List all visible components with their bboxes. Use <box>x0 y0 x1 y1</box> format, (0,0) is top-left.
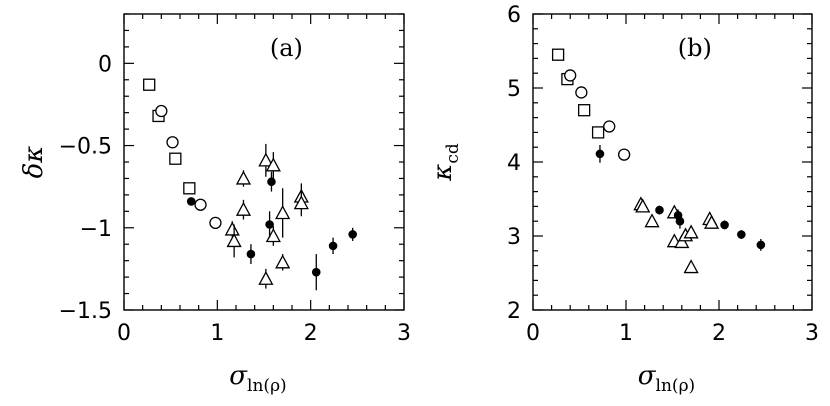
data-point-circle <box>166 136 179 149</box>
data-point-filled-circle <box>267 177 276 187</box>
x-tick-label-b: 2 <box>712 321 726 346</box>
data-point-triangle <box>674 234 690 249</box>
data-point-square <box>578 104 591 117</box>
data-point-filled-circle <box>756 240 766 250</box>
data-point-triangle <box>635 198 651 213</box>
data-point-square <box>169 152 182 165</box>
x-tick-label-b: 0 <box>526 321 540 346</box>
x-axis-label-b: σln(ρ) <box>638 361 695 396</box>
panel-b: 0 1 2 3 2 3 4 5 6 (b) σln(ρ) κcd <box>428 3 819 396</box>
data-point-triangle <box>265 228 281 243</box>
data-point-circle <box>575 86 588 99</box>
panel-a: 0 1 2 3 0 −0.5 −1 −1.5 (a) σln(ρ) δκ <box>19 13 411 396</box>
y-tick-label-a: −0.5 <box>59 135 112 160</box>
panel-label-a: (a) <box>270 34 303 62</box>
data-point-triangle <box>683 259 699 274</box>
y-axis-label-a: δκ <box>19 146 49 179</box>
data-point-triangle <box>258 152 274 167</box>
data-point-filled-circle <box>737 230 746 239</box>
data-point-circle <box>194 198 207 211</box>
data-point-triangle <box>644 213 660 228</box>
data-point-filled-circle <box>328 241 338 251</box>
x-tick-label-b: 3 <box>805 321 819 346</box>
data-point-triangle <box>265 157 281 172</box>
y-tick-label-a: −1.5 <box>59 299 112 324</box>
y-tick-label-a: 0 <box>98 52 112 77</box>
data-point-filled-circle <box>655 205 664 215</box>
x-axis-label-a: σln(ρ) <box>229 361 286 396</box>
y-tick-label-a: −1 <box>80 217 112 242</box>
data-point-circle <box>617 148 631 161</box>
data-point-circle <box>603 120 616 133</box>
data-point-filled-circle <box>186 197 196 206</box>
data-point-triangle <box>683 224 699 239</box>
data-point-triangle <box>226 233 242 248</box>
data-point-triangle <box>703 214 720 229</box>
data-point-filled-circle <box>348 230 357 239</box>
y-tick-label-b: 5 <box>507 77 521 102</box>
y-tick-label-b: 4 <box>507 151 521 176</box>
data-point-triangle <box>224 221 240 236</box>
data-point-triangle <box>293 195 309 210</box>
data-point-circle <box>209 216 222 229</box>
data-point-triangle <box>235 201 252 216</box>
panel-label-b: (b) <box>678 34 712 62</box>
y-tick-label-b: 2 <box>507 299 521 324</box>
data-point-filled-circle <box>265 220 274 229</box>
data-point-filled-circle <box>675 216 685 226</box>
data-point-triangle <box>275 205 291 220</box>
data-point-square <box>143 78 156 91</box>
y-tick-label-b: 3 <box>507 225 521 250</box>
x-tick-label-a: 3 <box>397 321 411 346</box>
data-point-square <box>551 48 565 61</box>
x-tick-label-a: 2 <box>304 321 318 346</box>
plot-frame-b <box>532 13 813 311</box>
data-point-square <box>183 182 196 195</box>
data-point-filled-circle <box>720 220 729 230</box>
y-axis-label-b: κcd <box>428 143 463 182</box>
x-tick-label-a: 1 <box>210 321 224 346</box>
data-point-filled-circle <box>311 267 321 277</box>
data-point-triangle <box>258 270 274 285</box>
x-tick-label-a: 0 <box>117 321 131 346</box>
y-tick-label-b: 6 <box>507 3 521 28</box>
data-point-circle <box>564 69 577 82</box>
data-point-triangle <box>275 254 291 269</box>
data-point-filled-circle <box>595 149 605 159</box>
data-point-square <box>591 126 605 139</box>
data-point-triangle <box>235 170 252 185</box>
data-point-filled-circle <box>246 249 256 259</box>
data-point-circle <box>155 104 168 118</box>
x-tick-label-b: 1 <box>619 321 633 346</box>
